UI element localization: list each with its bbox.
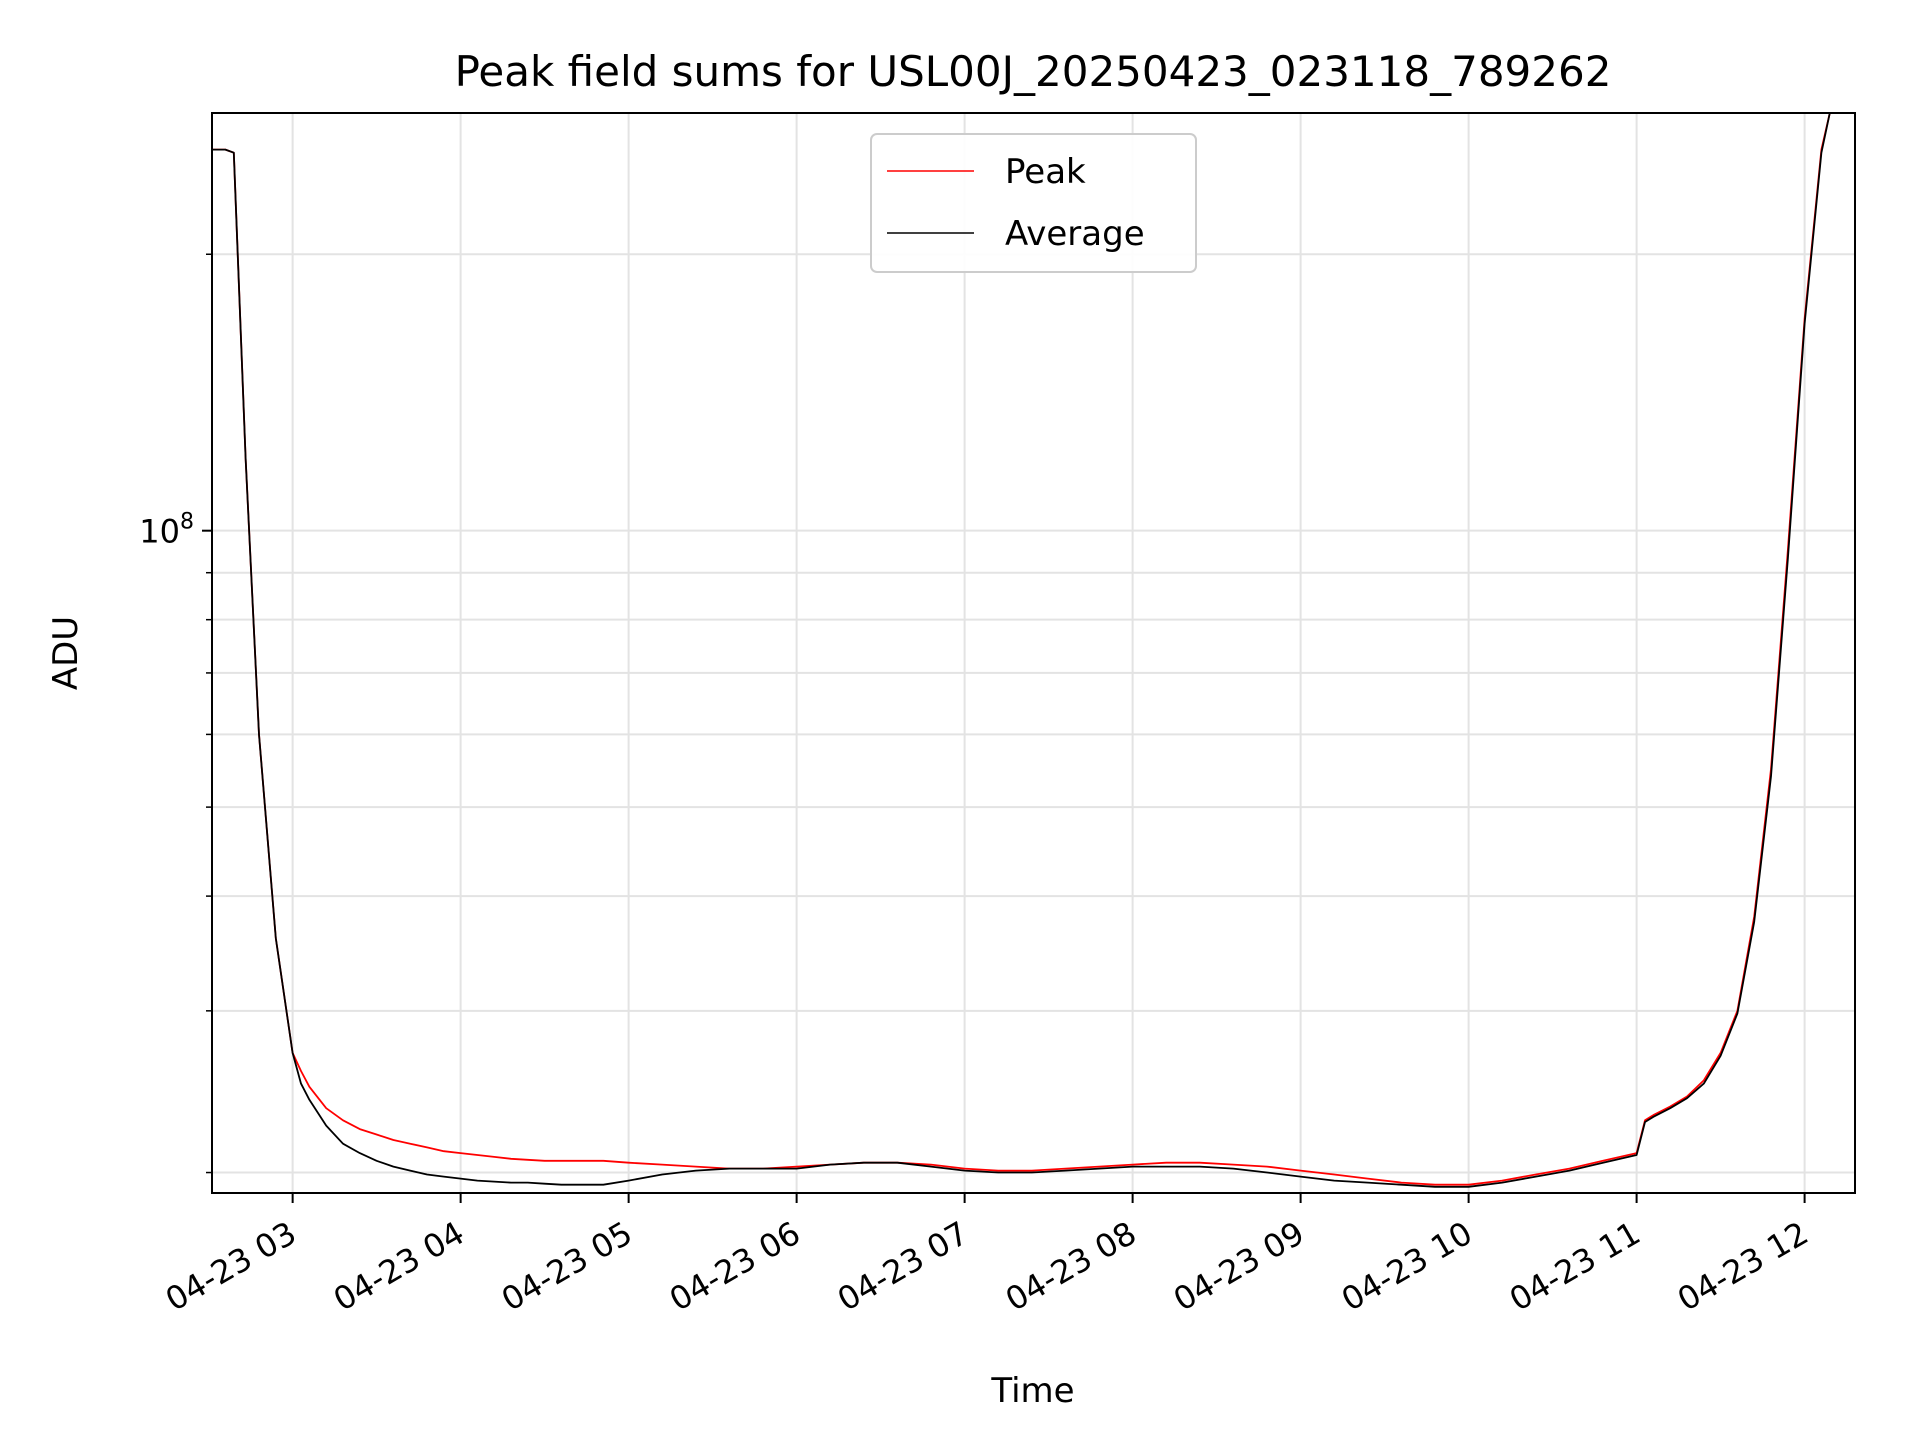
y-tick-label: 108	[139, 510, 194, 551]
series-line-average	[212, 113, 1832, 1188]
x-axis-label: Time	[990, 1371, 1074, 1411]
legend-label-peak: Peak	[1005, 152, 1086, 192]
chart-title: Peak field sums for USL00J_20250423_0231…	[455, 47, 1612, 96]
series-line-peak	[212, 113, 1832, 1186]
legend-label-average: Average	[1005, 214, 1145, 254]
y-axis-label: ADU	[46, 616, 86, 690]
plot-background	[212, 113, 1855, 1193]
series-layer	[212, 113, 1832, 1188]
legend-box	[870, 133, 1197, 273]
legend: Peak Average	[870, 133, 1197, 273]
plot-frame	[211, 112, 1856, 1194]
plot-area: 04-23 03 04-23 04 04-23 05 04-23 06 04-23 07…	[139, 112, 1856, 1319]
